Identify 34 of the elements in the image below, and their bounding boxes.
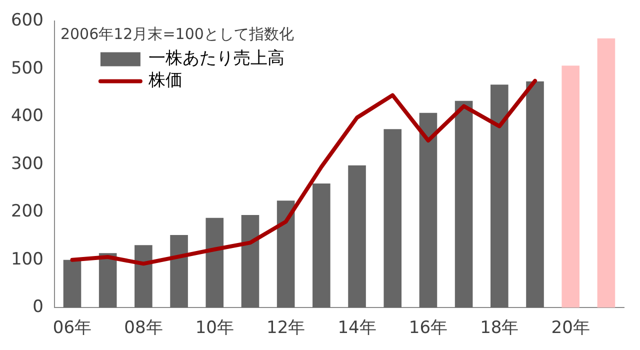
annotation: 2006年12月末=100として指数化 bbox=[60, 25, 294, 44]
y-tick-label: 400 bbox=[10, 106, 44, 126]
x-tick-label: 06年 bbox=[52, 318, 92, 338]
bar bbox=[170, 235, 188, 308]
bar bbox=[312, 183, 330, 308]
bar bbox=[348, 165, 366, 308]
bar bbox=[490, 84, 508, 308]
y-tick-label: 200 bbox=[10, 202, 44, 222]
y-tick-label: 600 bbox=[10, 10, 44, 31]
x-tick-label: 10年 bbox=[195, 318, 234, 338]
legend-label: 一株あたり売上高 bbox=[148, 48, 284, 69]
y-tick-label: 0 bbox=[32, 297, 44, 318]
bar bbox=[134, 245, 152, 308]
x-tick-label: 12年 bbox=[266, 318, 306, 338]
x-tick-label: 16年 bbox=[408, 318, 448, 338]
x-tick-label: 14年 bbox=[338, 318, 376, 338]
bar bbox=[419, 112, 438, 308]
bar bbox=[206, 218, 224, 308]
bar bbox=[384, 129, 402, 308]
x-tick-label: 08年 bbox=[124, 318, 163, 338]
y-tick-label: 300 bbox=[10, 154, 44, 174]
y-tick-label: 100 bbox=[10, 249, 44, 270]
legend-label: 株価 bbox=[147, 70, 182, 91]
y-tick-label: 500 bbox=[10, 58, 44, 78]
x-tick-label: 20年 bbox=[551, 318, 590, 338]
bar bbox=[597, 38, 616, 308]
bar bbox=[276, 200, 295, 308]
x-tick-label: 18年 bbox=[480, 318, 519, 338]
bar bbox=[454, 100, 473, 308]
bar bbox=[241, 215, 260, 308]
bar bbox=[526, 81, 544, 308]
bar bbox=[98, 253, 117, 308]
bar bbox=[63, 260, 82, 308]
bar bbox=[562, 66, 580, 308]
